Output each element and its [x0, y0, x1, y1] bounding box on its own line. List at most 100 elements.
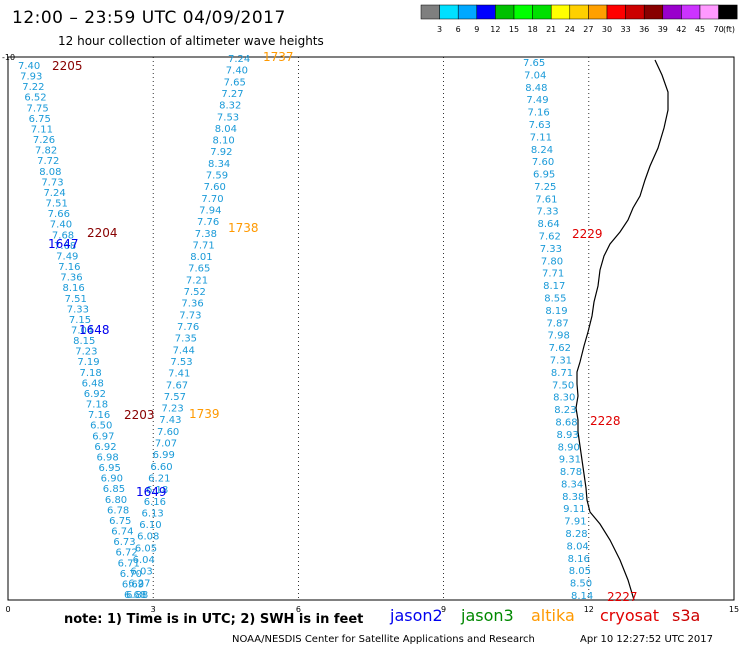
- wave-height-value: 6.75: [29, 114, 51, 125]
- wave-height-value: 7.68: [54, 241, 76, 252]
- wave-height-value: 7.60: [157, 427, 179, 438]
- legend-label: 15: [509, 25, 519, 34]
- wave-height-value: 6.69: [122, 579, 144, 590]
- wave-height-value: 7.60: [532, 157, 554, 168]
- wave-height-value: 8.17: [543, 281, 565, 292]
- wave-height-value: 7.41: [168, 369, 190, 380]
- wave-height-value: 7.44: [173, 345, 195, 356]
- wave-height-value: 6.98: [96, 452, 118, 463]
- legend-label: 27: [583, 25, 593, 34]
- wave-height-value: 7.38: [195, 229, 217, 240]
- wave-height-value: 7.62: [549, 343, 571, 354]
- wave-height-value: 8.04: [567, 541, 589, 552]
- wave-height-value: 6.70: [120, 569, 142, 580]
- wave-height-value: 6.52: [24, 93, 46, 104]
- wave-height-value: 6.90: [101, 474, 123, 485]
- wave-height-value: 6.08: [137, 532, 159, 543]
- wave-height-value: 7.75: [26, 103, 48, 114]
- wave-height-value: 6.05: [135, 543, 157, 554]
- wave-height-value: 6.92: [84, 389, 106, 400]
- wave-height-value: 7.73: [179, 310, 201, 321]
- legend-label: 24: [565, 25, 575, 34]
- wave-height-value: 7.94: [199, 205, 221, 216]
- wave-height-value: 7.16: [58, 262, 80, 273]
- wave-height-value: 8.05: [569, 566, 591, 577]
- wave-height-value: 7.04: [524, 70, 546, 81]
- wave-height-value: 7.92: [210, 147, 232, 158]
- wave-height-value: 6.48: [82, 378, 104, 389]
- wave-height-value: 7.66: [48, 209, 70, 220]
- wave-height-value: 8.14: [571, 591, 593, 602]
- wave-height-value: 7.07: [155, 439, 177, 450]
- legend-label: 3: [437, 25, 442, 34]
- legend-label: 42: [676, 25, 686, 34]
- wave-height-value: 6.75: [109, 516, 131, 527]
- satellite-label-jason2: jason2: [390, 606, 443, 625]
- wave-height-value: 8.78: [560, 467, 582, 478]
- wave-height-value: 7.40: [18, 61, 40, 72]
- wave-height-value: 7.50: [552, 380, 574, 391]
- wave-height-value: 7.18: [79, 368, 101, 379]
- legend-label: 33: [621, 25, 631, 34]
- wave-height-value: 7.27: [221, 89, 243, 100]
- pass-time-label: 1649: [136, 485, 167, 499]
- wave-height-value: 7.76: [197, 217, 219, 228]
- wave-height-value: 8.30: [553, 393, 575, 404]
- pass-time-label: 2229: [572, 227, 603, 241]
- footer-note: note: 1) Time is in UTC; 2) SWH is in fe…: [64, 612, 364, 627]
- legend-swatch: [718, 4, 738, 20]
- wave-height-value: 7.71: [193, 240, 215, 251]
- wave-height-value: 8.48: [525, 83, 547, 94]
- wave-height-value: 6.95: [533, 170, 555, 181]
- wave-height-value: 7.72: [37, 156, 59, 167]
- satellite-label-cryosat: cryosat: [600, 606, 660, 625]
- wave-height-value: 6.18: [146, 485, 168, 496]
- wave-height-value: 7.04: [71, 326, 93, 337]
- wave-height-value: 7.51: [65, 294, 87, 305]
- color-legend: 3 6 9 12 15 18 21 24 27 30 33 36 39 42 45 70 (ft): [420, 4, 738, 34]
- wave-height-value: 7.24: [228, 54, 250, 65]
- pass-time-label: 1738: [228, 221, 259, 235]
- wave-height-value: 6.99: [153, 450, 175, 461]
- wave-height-value: 7.31: [550, 355, 572, 366]
- wave-height-value: 8.71: [551, 368, 573, 379]
- wave-height-value: 7.65: [188, 264, 210, 275]
- wave-height-value: 6.74: [111, 527, 133, 538]
- wave-height-value: 6.10: [139, 520, 161, 531]
- lon-label: 6: [296, 605, 301, 614]
- wave-height-value: 7.16: [527, 108, 549, 119]
- wave-height-value: 7.73: [41, 177, 63, 188]
- wave-height-value: 7.76: [177, 322, 199, 333]
- wave-height-value: 8.16: [63, 283, 85, 294]
- wave-height-value: 6.21: [148, 473, 170, 484]
- wave-height-value: 7.36: [60, 273, 82, 284]
- wave-height-value: 6.27: [128, 578, 150, 589]
- footer-credit: NOAA/NESDIS Center for Satellite Applica…: [232, 634, 535, 645]
- page-subtitle: 12 hour collection of altimeter wave hei…: [58, 34, 324, 48]
- wave-height-value: 8.93: [556, 430, 578, 441]
- wave-height-value: 7.91: [564, 517, 586, 528]
- wave-height-value: 6.78: [107, 505, 129, 516]
- wave-height-value: 7.24: [43, 188, 65, 199]
- wave-height-value: 7.87: [546, 318, 568, 329]
- lon-label: 0: [5, 605, 10, 614]
- wave-height-value: 6.73: [113, 537, 135, 548]
- pass-time-label: 1648: [79, 323, 110, 337]
- wave-height-value: 6.97: [92, 431, 114, 442]
- wave-height-value: 7.33: [540, 244, 562, 255]
- wave-height-value: 7.52: [184, 287, 206, 298]
- map-frame: [7, 56, 735, 601]
- pass-time-label: 2205: [52, 59, 83, 73]
- wave-height-value: 6.71: [118, 558, 140, 569]
- pass-time-label: 2204: [87, 226, 118, 240]
- legend-unit: (ft): [723, 25, 735, 34]
- wave-height-value: 6.50: [90, 421, 112, 432]
- lon-label: 12: [584, 605, 594, 614]
- wave-height-value: 8.64: [538, 219, 560, 230]
- wave-height-value: 7.33: [67, 304, 89, 315]
- wave-height-value: 8.28: [565, 529, 587, 540]
- wave-height-value: 7.35: [175, 334, 197, 345]
- wave-height-value: 8.34: [208, 159, 230, 170]
- wave-height-value: 8.10: [212, 136, 234, 147]
